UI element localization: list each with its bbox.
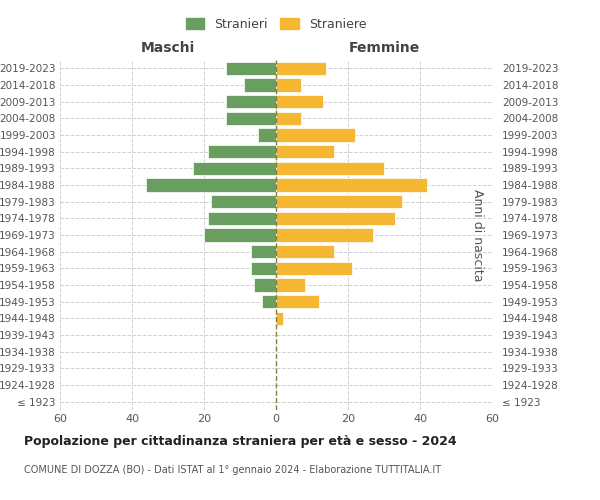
Bar xyxy=(251,262,276,275)
Text: Femmine: Femmine xyxy=(349,41,419,55)
Bar xyxy=(276,262,352,275)
Bar xyxy=(226,62,276,75)
Bar xyxy=(276,62,326,75)
Bar xyxy=(244,78,276,92)
Bar xyxy=(276,295,319,308)
Bar xyxy=(208,212,276,225)
Bar xyxy=(193,162,276,175)
Bar xyxy=(226,95,276,108)
Bar xyxy=(276,178,427,192)
Bar xyxy=(276,145,334,158)
Bar xyxy=(276,212,395,225)
Bar xyxy=(276,128,355,141)
Bar xyxy=(276,78,301,92)
Bar xyxy=(258,128,276,141)
Bar xyxy=(276,278,305,291)
Text: COMUNE DI DOZZA (BO) - Dati ISTAT al 1° gennaio 2024 - Elaborazione TUTTITALIA.I: COMUNE DI DOZZA (BO) - Dati ISTAT al 1° … xyxy=(24,465,441,475)
Bar xyxy=(208,145,276,158)
Bar xyxy=(276,228,373,241)
Text: Popolazione per cittadinanza straniera per età e sesso - 2024: Popolazione per cittadinanza straniera p… xyxy=(24,435,457,448)
Text: Maschi: Maschi xyxy=(141,41,195,55)
Bar xyxy=(211,195,276,208)
Y-axis label: Anni di nascita: Anni di nascita xyxy=(471,188,484,281)
Bar xyxy=(276,112,301,125)
Bar xyxy=(251,245,276,258)
Bar xyxy=(254,278,276,291)
Bar xyxy=(276,195,402,208)
Bar xyxy=(276,312,283,325)
Bar xyxy=(262,295,276,308)
Legend: Stranieri, Straniere: Stranieri, Straniere xyxy=(179,11,373,37)
Bar xyxy=(146,178,276,192)
Bar xyxy=(276,245,334,258)
Bar xyxy=(226,112,276,125)
Bar xyxy=(276,95,323,108)
Bar xyxy=(276,162,384,175)
Bar xyxy=(204,228,276,241)
